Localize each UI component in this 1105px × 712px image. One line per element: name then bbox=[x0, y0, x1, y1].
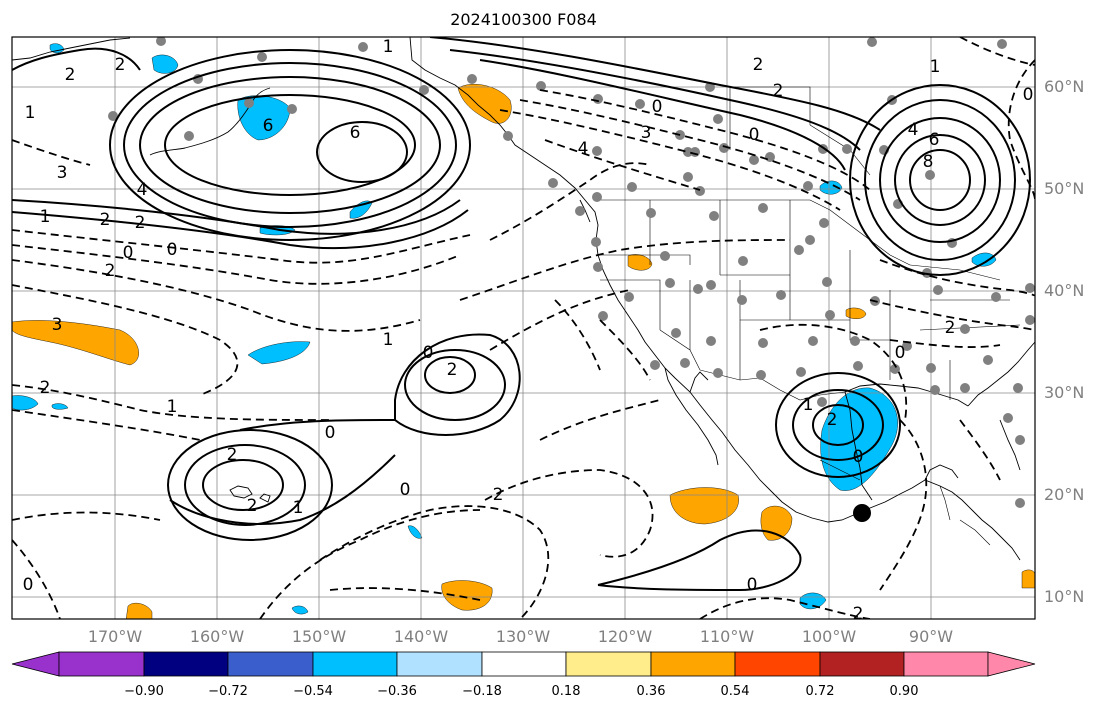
svg-text:2: 2 bbox=[115, 55, 126, 75]
lon-label: 130°W bbox=[495, 627, 551, 646]
svg-text:6: 6 bbox=[263, 116, 274, 136]
colorbar-tick-label: −0.72 bbox=[208, 684, 248, 699]
svg-text:0: 0 bbox=[23, 575, 34, 595]
svg-text:0: 0 bbox=[423, 343, 434, 363]
colorbar-segment bbox=[143, 651, 229, 677]
colorbar bbox=[11, 651, 1036, 677]
svg-text:2: 2 bbox=[40, 378, 51, 398]
svg-text:2: 2 bbox=[135, 213, 146, 233]
colorbar-segment bbox=[903, 651, 989, 677]
svg-text:1: 1 bbox=[167, 397, 178, 417]
lon-label: 120°W bbox=[597, 627, 653, 646]
svg-text:0: 0 bbox=[747, 575, 758, 595]
lon-label: 90°W bbox=[908, 627, 954, 646]
lat-label: 30°N bbox=[1044, 383, 1085, 402]
colorbar-segment bbox=[396, 651, 483, 677]
svg-text:2: 2 bbox=[227, 445, 238, 465]
coastlines bbox=[12, 37, 1035, 561]
colorbar-segment bbox=[58, 651, 145, 677]
svg-text:1: 1 bbox=[383, 37, 394, 57]
colorbar-tick-label: 0.18 bbox=[551, 684, 581, 699]
lon-label: 170°W bbox=[87, 627, 143, 646]
svg-text:4: 4 bbox=[137, 180, 148, 200]
colorbar-tick-label: −0.54 bbox=[293, 684, 333, 699]
lon-label: 150°W bbox=[291, 627, 347, 646]
colorbar-segment bbox=[481, 651, 567, 677]
svg-text:1: 1 bbox=[40, 207, 51, 227]
storm-center-marker bbox=[853, 504, 871, 522]
lat-label: 40°N bbox=[1044, 281, 1085, 300]
colorbar-tick-label: −0.18 bbox=[462, 684, 502, 699]
colorbar-segment bbox=[650, 651, 736, 677]
lat-label: 50°N bbox=[1044, 179, 1085, 198]
colorbar-extend-high bbox=[987, 651, 1036, 677]
svg-text:8: 8 bbox=[923, 152, 934, 172]
positive-contours bbox=[12, 37, 1031, 592]
colorbar-segment bbox=[734, 651, 821, 677]
svg-text:4: 4 bbox=[578, 139, 589, 159]
colorbar-segment bbox=[565, 651, 652, 677]
lon-label: 110°W bbox=[699, 627, 755, 646]
svg-text:0: 0 bbox=[400, 480, 411, 500]
svg-text:2: 2 bbox=[247, 496, 258, 516]
colorbar-tick-label: −0.90 bbox=[124, 684, 164, 699]
station-markers bbox=[108, 37, 1035, 508]
plot-frame bbox=[11, 36, 1036, 620]
colorbar-tick-label: 0.54 bbox=[720, 684, 750, 699]
lon-label: 140°W bbox=[393, 627, 449, 646]
colorbar-tick-label: 0.90 bbox=[889, 684, 919, 699]
svg-text:2: 2 bbox=[100, 210, 111, 230]
colorbar-segment bbox=[227, 651, 314, 677]
colorbar-tick-label: −0.36 bbox=[377, 684, 417, 699]
negative-contours bbox=[12, 37, 1035, 619]
svg-text:0: 0 bbox=[1023, 85, 1034, 105]
negative-anomaly-shading bbox=[12, 43, 997, 615]
svg-text:2: 2 bbox=[853, 604, 864, 624]
svg-text:3: 3 bbox=[57, 163, 68, 183]
lat-label: 10°N bbox=[1044, 587, 1085, 606]
svg-text:2: 2 bbox=[827, 410, 838, 430]
svg-text:0: 0 bbox=[853, 447, 864, 467]
svg-text:3: 3 bbox=[52, 315, 63, 335]
svg-text:2: 2 bbox=[493, 485, 504, 505]
svg-text:4: 4 bbox=[908, 120, 919, 140]
svg-text:0: 0 bbox=[167, 240, 178, 260]
svg-text:0: 0 bbox=[123, 243, 134, 263]
svg-text:1: 1 bbox=[25, 103, 36, 123]
svg-text:1: 1 bbox=[293, 498, 304, 518]
lon-label: 100°W bbox=[801, 627, 857, 646]
lon-label: 160°W bbox=[189, 627, 245, 646]
svg-text:2: 2 bbox=[945, 318, 956, 338]
svg-text:2: 2 bbox=[65, 65, 76, 85]
contour-labels: 1 2 2 1 6 6 3 4 1 2 2 0 0 2 3 2 1 0 0 1 … bbox=[23, 37, 1034, 624]
svg-text:2: 2 bbox=[753, 55, 764, 75]
svg-text:0: 0 bbox=[652, 97, 663, 117]
graticule bbox=[12, 37, 1035, 619]
colorbar-tick-label: 0.72 bbox=[805, 684, 835, 699]
lat-label: 60°N bbox=[1044, 77, 1085, 96]
svg-text:3: 3 bbox=[641, 123, 652, 143]
svg-text:0: 0 bbox=[325, 423, 336, 443]
svg-text:0: 0 bbox=[749, 125, 760, 145]
colorbar-segment bbox=[312, 651, 398, 677]
colorbar-extend-low bbox=[11, 651, 60, 677]
svg-text:1: 1 bbox=[930, 57, 941, 77]
svg-text:1: 1 bbox=[803, 395, 814, 415]
map-title: 2024100300 F084 bbox=[450, 10, 597, 29]
positive-anomaly-shading bbox=[12, 84, 1035, 619]
colorbar-segment bbox=[819, 651, 905, 677]
svg-text:6: 6 bbox=[929, 130, 940, 150]
lat-label: 20°N bbox=[1044, 485, 1085, 504]
svg-text:0: 0 bbox=[895, 343, 906, 363]
svg-text:1: 1 bbox=[383, 330, 394, 350]
svg-text:2: 2 bbox=[105, 261, 116, 281]
svg-text:2: 2 bbox=[447, 360, 458, 380]
svg-text:6: 6 bbox=[350, 123, 361, 143]
colorbar-tick-label: 0.36 bbox=[636, 684, 666, 699]
svg-text:2: 2 bbox=[773, 81, 784, 101]
